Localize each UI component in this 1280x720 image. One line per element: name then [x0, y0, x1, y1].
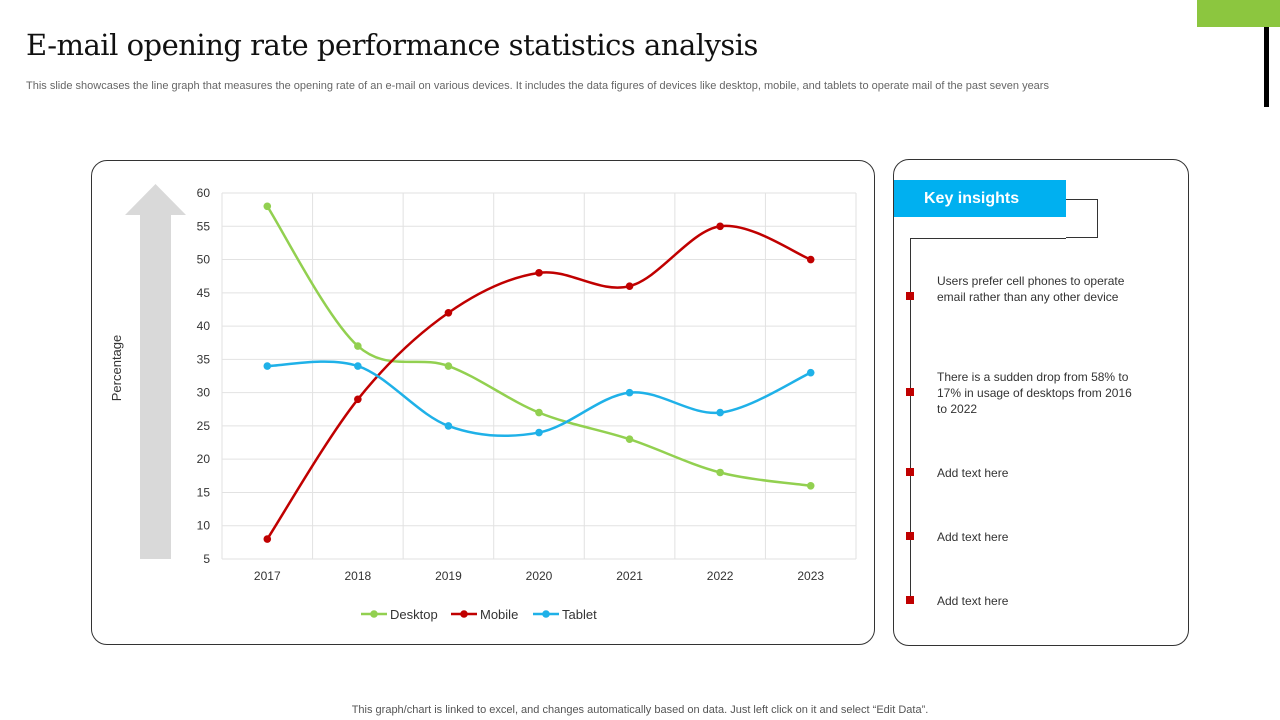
- key-insights-header: Key insights: [894, 180, 1066, 217]
- insight-bullet-icon: [906, 468, 914, 476]
- chart-panel: [91, 160, 875, 645]
- insight-item-3: Add text here: [937, 466, 1009, 480]
- insight-bullet-icon: [906, 388, 914, 396]
- insight-item-4: Add text here: [937, 530, 1009, 544]
- insight-bullet-icon: [906, 292, 914, 300]
- footer-note: This graph/chart is linked to excel, and…: [351, 704, 929, 716]
- insights-connector-line: [910, 238, 1066, 239]
- insight-item-5: Add text here: [937, 594, 1009, 608]
- insights-panel: [893, 159, 1189, 646]
- accent-bar: [1197, 0, 1280, 27]
- insight-item-1: Users prefer cell phones to operate emai…: [937, 274, 1125, 304]
- page-subtitle: This slide showcases the line graph that…: [26, 80, 1049, 92]
- page-title: E-mail opening rate performance statisti…: [26, 28, 758, 62]
- side-accent-bar: [1264, 27, 1269, 107]
- insight-bullet-icon: [906, 532, 914, 540]
- insights-timeline-line: [910, 238, 911, 604]
- insight-bullet-icon: [906, 596, 914, 604]
- key-insights-bracket: [1066, 199, 1098, 238]
- insight-item-2: There is a sudden drop from 58% to 17% i…: [937, 370, 1132, 416]
